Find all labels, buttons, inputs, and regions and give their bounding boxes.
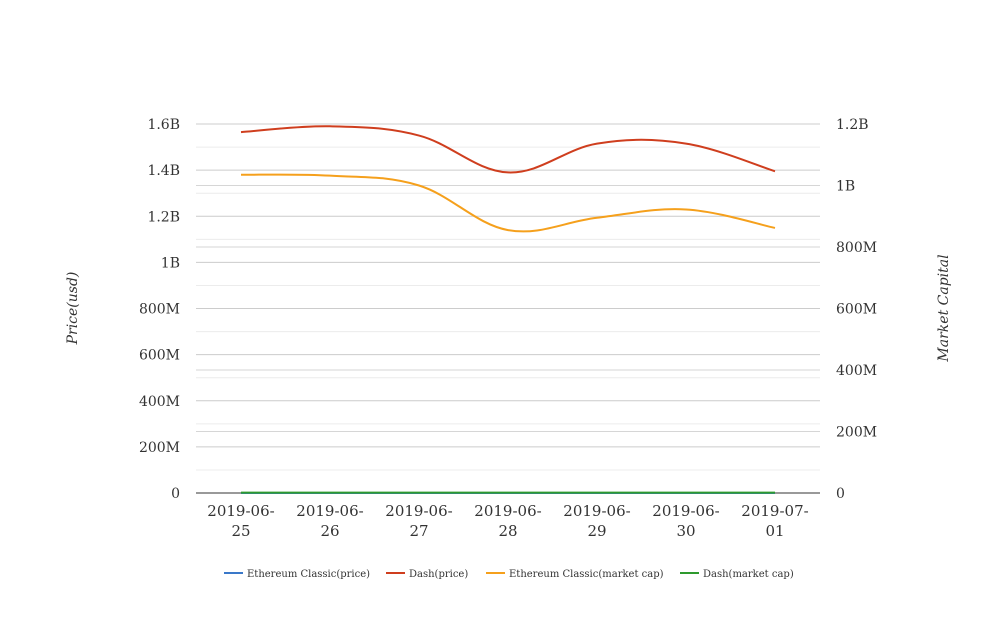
x-axis-tick-label-line2: 29 (587, 522, 606, 540)
x-axis-tick-label-line1: 2019-06- (652, 502, 719, 520)
left-axis-title: Price(usd) (65, 272, 81, 346)
x-axis-tick-label-line2: 01 (765, 522, 784, 540)
left-axis-tick-label: 1.4B (147, 163, 180, 179)
series-line-ethereum-classic-market-cap (241, 175, 775, 232)
series-line-dash-price (241, 126, 775, 172)
x-axis-tick-label-line2: 26 (320, 522, 339, 540)
right-axis-tick-label: 0 (836, 486, 845, 502)
right-axis-title: Market Capital (936, 254, 952, 362)
legend-label-ethereum-classic-market-cap: Ethereum Classic(market cap) (509, 569, 664, 580)
x-axis-tick-label-line1: 2019-06- (563, 502, 630, 520)
x-axis-tick-label-line1: 2019-07- (741, 502, 808, 520)
right-axis-tick-label: 200M (836, 425, 877, 441)
x-axis-tick-label-line2: 28 (498, 522, 517, 540)
x-axis-tick-label-line2: 30 (676, 522, 695, 540)
left-axis-tick-label: 600M (139, 348, 180, 364)
left-axis-tick-label: 200M (139, 440, 180, 456)
legend-label-ethereum-classic-price: Ethereum Classic(price) (247, 569, 370, 580)
legend-label-dash-price: Dash(price) (409, 569, 468, 580)
x-axis-tick-label-line1: 2019-06- (207, 502, 274, 520)
right-axis-tick-label: 800M (836, 240, 877, 256)
x-axis-tick-label-line1: 2019-06- (474, 502, 541, 520)
right-axis-tick-label: 400M (836, 363, 877, 379)
left-axis-tick-label: 800M (139, 302, 180, 318)
left-axis-tick-label: 0 (171, 486, 180, 502)
x-axis-tick-label-line1: 2019-06- (385, 502, 452, 520)
left-axis-tick-label: 1.2B (147, 209, 180, 225)
left-axis-tick-label: 400M (139, 394, 180, 410)
x-axis-tick-label-line2: 27 (409, 522, 428, 540)
x-axis-tick-label-line1: 2019-06- (296, 502, 363, 520)
x-axis-tick-label-line2: 25 (231, 522, 250, 540)
right-axis-tick-label: 1B (836, 179, 855, 195)
left-axis-tick-label: 1.6B (147, 117, 180, 133)
right-axis-tick-label: 1.2B (836, 117, 869, 133)
legend-label-dash-market-cap: Dash(market cap) (703, 569, 794, 580)
right-axis-tick-label: 600M (836, 302, 877, 318)
left-axis-tick-label: 1B (161, 255, 180, 271)
